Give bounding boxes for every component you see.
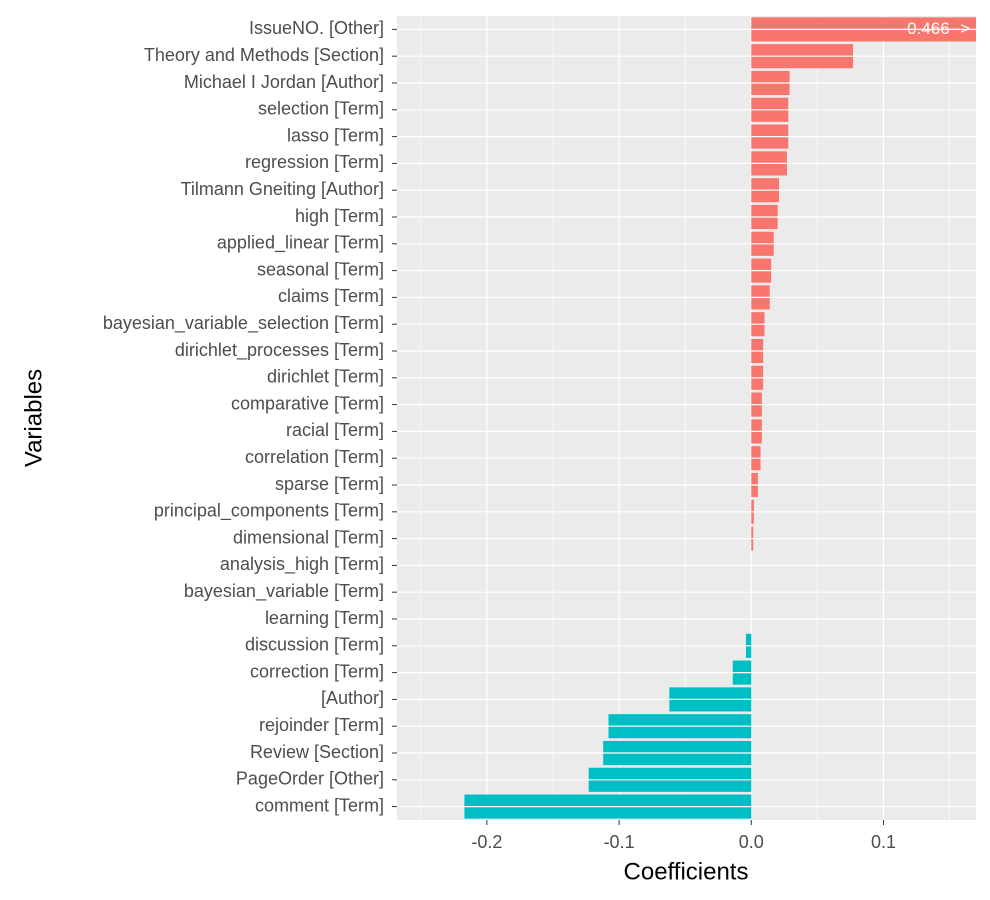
y-tick-label: Tilmann Gneiting [Author] bbox=[181, 179, 384, 199]
y-tick-label: racial [Term] bbox=[286, 420, 384, 440]
x-tick-label: 0.0 bbox=[739, 832, 764, 852]
y-tick-label: dirichlet_processes [Term] bbox=[175, 340, 384, 361]
y-tick-label: analysis_high [Term] bbox=[220, 554, 384, 575]
y-tick-label: lasso [Term] bbox=[287, 125, 384, 145]
y-tick-label: claims [Term] bbox=[278, 286, 384, 306]
y-tick-label: high [Term] bbox=[295, 206, 384, 226]
y-tick-label: correction [Term] bbox=[250, 661, 384, 681]
y-tick-label: Theory and Methods [Section] bbox=[144, 45, 384, 65]
y-tick-label: rejoinder [Term] bbox=[259, 715, 384, 735]
y-tick-label: dirichlet [Term] bbox=[267, 367, 384, 387]
plot-panel bbox=[397, 16, 976, 820]
y-tick-label: correlation [Term] bbox=[245, 447, 384, 467]
y-tick-label: PageOrder [Other] bbox=[236, 769, 384, 789]
y-tick-label: selection [Term] bbox=[258, 99, 384, 119]
y-tick-label: Michael I Jordan [Author] bbox=[184, 72, 384, 92]
y-tick-label: [Author] bbox=[321, 688, 384, 708]
y-tick-label: dimensional [Term] bbox=[233, 527, 384, 547]
value-label: 0.466 -> bbox=[907, 19, 970, 38]
y-tick-label: principal_components [Term] bbox=[154, 501, 384, 522]
y-tick-label: applied_linear [Term] bbox=[217, 233, 384, 254]
y-tick-label: IssueNO. [Other] bbox=[249, 18, 384, 38]
y-tick-label: Review [Section] bbox=[250, 742, 384, 762]
y-tick-label: learning [Term] bbox=[265, 608, 384, 628]
y-tick-label: seasonal [Term] bbox=[257, 259, 384, 279]
x-tick-label: 0.1 bbox=[871, 832, 896, 852]
y-tick-label: comparative [Term] bbox=[231, 393, 384, 413]
y-tick-label: bayesian_variable_selection [Term] bbox=[103, 313, 384, 334]
y-tick-label: bayesian_variable [Term] bbox=[184, 581, 384, 602]
x-tick-label: -0.1 bbox=[604, 832, 635, 852]
x-tick-label: -0.2 bbox=[471, 832, 502, 852]
y-tick-label: discussion [Term] bbox=[245, 635, 384, 655]
y-tick-label: sparse [Term] bbox=[275, 474, 384, 494]
y-tick-label: comment [Term] bbox=[255, 795, 384, 815]
y-tick-label: regression [Term] bbox=[245, 152, 384, 172]
x-axis-title: Coefficients bbox=[624, 858, 749, 885]
y-axis-title: Variables bbox=[20, 369, 47, 467]
